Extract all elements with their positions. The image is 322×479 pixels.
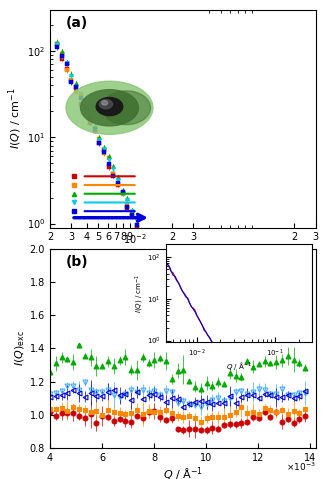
Text: (a): (a) xyxy=(66,16,88,30)
X-axis label: $Q$ / Å$^{-1}$: $Q$ / Å$^{-1}$ xyxy=(226,360,252,372)
Ellipse shape xyxy=(102,91,150,125)
Ellipse shape xyxy=(102,101,108,105)
Ellipse shape xyxy=(66,81,153,134)
Ellipse shape xyxy=(99,100,112,109)
Y-axis label: $I(Q)$ / cm$^{-1}$: $I(Q)$ / cm$^{-1}$ xyxy=(6,88,24,149)
Y-axis label: $I(Q)$ / cm$^{-1}$: $I(Q)$ / cm$^{-1}$ xyxy=(133,274,146,313)
X-axis label: $Q$ / Å$^{-1}$: $Q$ / Å$^{-1}$ xyxy=(163,466,203,479)
Ellipse shape xyxy=(96,98,123,115)
Text: $\times10^{-3}$: $\times10^{-3}$ xyxy=(286,461,316,473)
X-axis label: $Q$ / Å$^{-1}$: $Q$ / Å$^{-1}$ xyxy=(163,249,203,266)
Text: (b): (b) xyxy=(66,255,89,269)
Y-axis label: $I(Q)_\mathrm{exc}$: $I(Q)_\mathrm{exc}$ xyxy=(13,331,27,366)
Ellipse shape xyxy=(80,90,138,126)
